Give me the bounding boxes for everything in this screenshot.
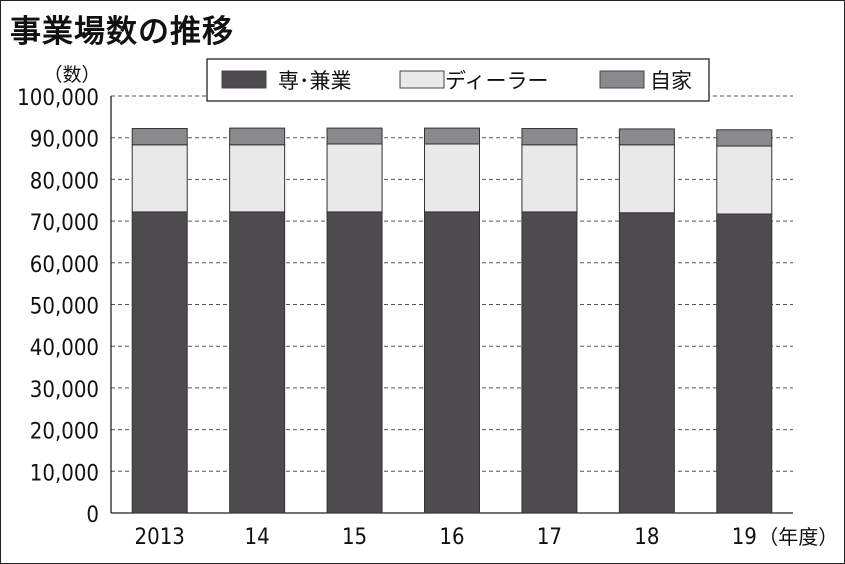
bar-segment-1 xyxy=(131,211,188,514)
y-tick-label: 80,000 xyxy=(30,169,99,194)
bar-segment-1 xyxy=(618,212,675,514)
bar-segment-1 xyxy=(521,211,578,514)
legend-swatch xyxy=(599,70,645,89)
x-tick-label: 14 xyxy=(245,525,270,550)
bar-segment-1 xyxy=(716,213,773,514)
y-tick-label: 60,000 xyxy=(30,253,99,278)
y-tick-label: 30,000 xyxy=(30,378,99,403)
bar-segment-2 xyxy=(229,144,286,213)
y-tick-label: 50,000 xyxy=(30,295,99,320)
x-tick-label: 15 xyxy=(342,525,367,550)
y-tick-label: 70,000 xyxy=(30,211,99,236)
legend-label: 専･兼業 xyxy=(278,69,352,93)
bar-segment-3 xyxy=(618,128,675,146)
bar-segment-2 xyxy=(326,143,383,213)
legend-swatch xyxy=(399,70,445,89)
bar-segment-2 xyxy=(521,144,578,213)
x-tick-label: 2013 xyxy=(135,525,185,550)
bar-segment-2 xyxy=(716,145,773,215)
y-tick-label: 10,000 xyxy=(30,461,99,486)
y-tick-label: 0 xyxy=(86,503,99,528)
bar-segment-3 xyxy=(326,127,383,145)
x-axis-unit-label: （年度） xyxy=(758,525,838,549)
bar-segment-1 xyxy=(229,211,286,514)
bar-segment-2 xyxy=(131,144,188,213)
bar-segment-1 xyxy=(326,211,383,514)
bar-segment-3 xyxy=(521,128,578,146)
y-tick-label: 90,000 xyxy=(30,128,99,153)
x-tick-label: 17 xyxy=(537,525,562,550)
legend-label: ディーラー xyxy=(445,69,549,93)
bar-segment-3 xyxy=(229,127,286,146)
x-tick-label: 18 xyxy=(634,525,659,550)
bar-segment-1 xyxy=(424,211,480,514)
bar-segment-2 xyxy=(618,144,675,214)
bar-segment-3 xyxy=(131,128,188,146)
x-tick-label: 19 xyxy=(732,525,757,550)
bar-segment-2 xyxy=(424,143,480,213)
legend-swatch xyxy=(221,70,267,89)
y-tick-label: 40,000 xyxy=(30,336,99,361)
y-tick-label: 100,000 xyxy=(17,86,99,111)
legend-label: 自家 xyxy=(650,69,692,93)
y-tick-label: 20,000 xyxy=(30,420,99,445)
chart-title: 事業場数の推移 xyxy=(10,14,234,50)
x-tick-label: 16 xyxy=(439,525,464,550)
y-axis-label: （数） xyxy=(43,64,100,86)
bar-segment-3 xyxy=(716,129,773,147)
bar-segment-3 xyxy=(424,127,480,145)
